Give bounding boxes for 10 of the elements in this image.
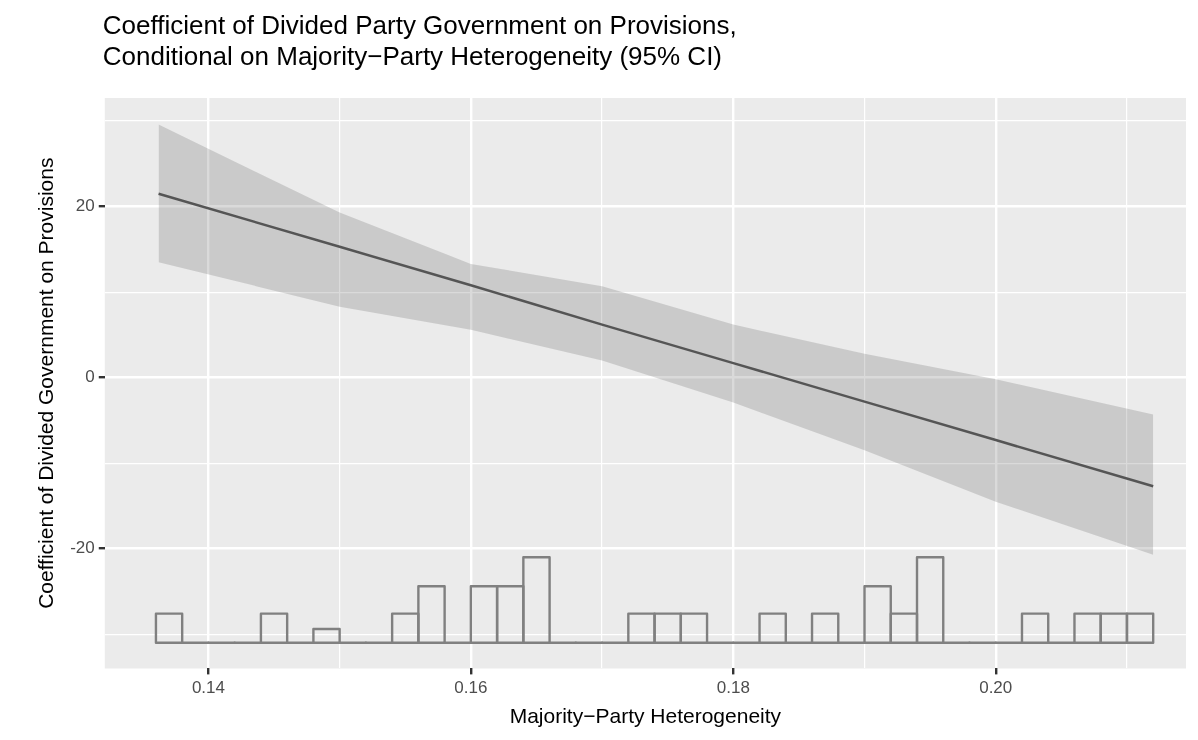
x-tick-label: 0.20	[979, 678, 1013, 698]
chart-title: Coefficient of Divided Party Government on Provisions, Conditional on Majority−Party Heterogeneity (95% CI)	[102, 10, 737, 72]
x-tick-label: 0.14	[191, 678, 225, 698]
y-tick-label: 20	[75, 196, 95, 216]
y-tick-label: 0	[85, 367, 95, 387]
x-axis-title: Majority−Party Heterogeneity	[509, 704, 782, 728]
y-tick-label: -20	[70, 538, 95, 558]
y-axis-title: Coefficient of Divided Government on Provisions	[34, 157, 58, 609]
x-tick-label: 0.18	[716, 678, 750, 698]
x-tick-label: 0.16	[454, 678, 488, 698]
